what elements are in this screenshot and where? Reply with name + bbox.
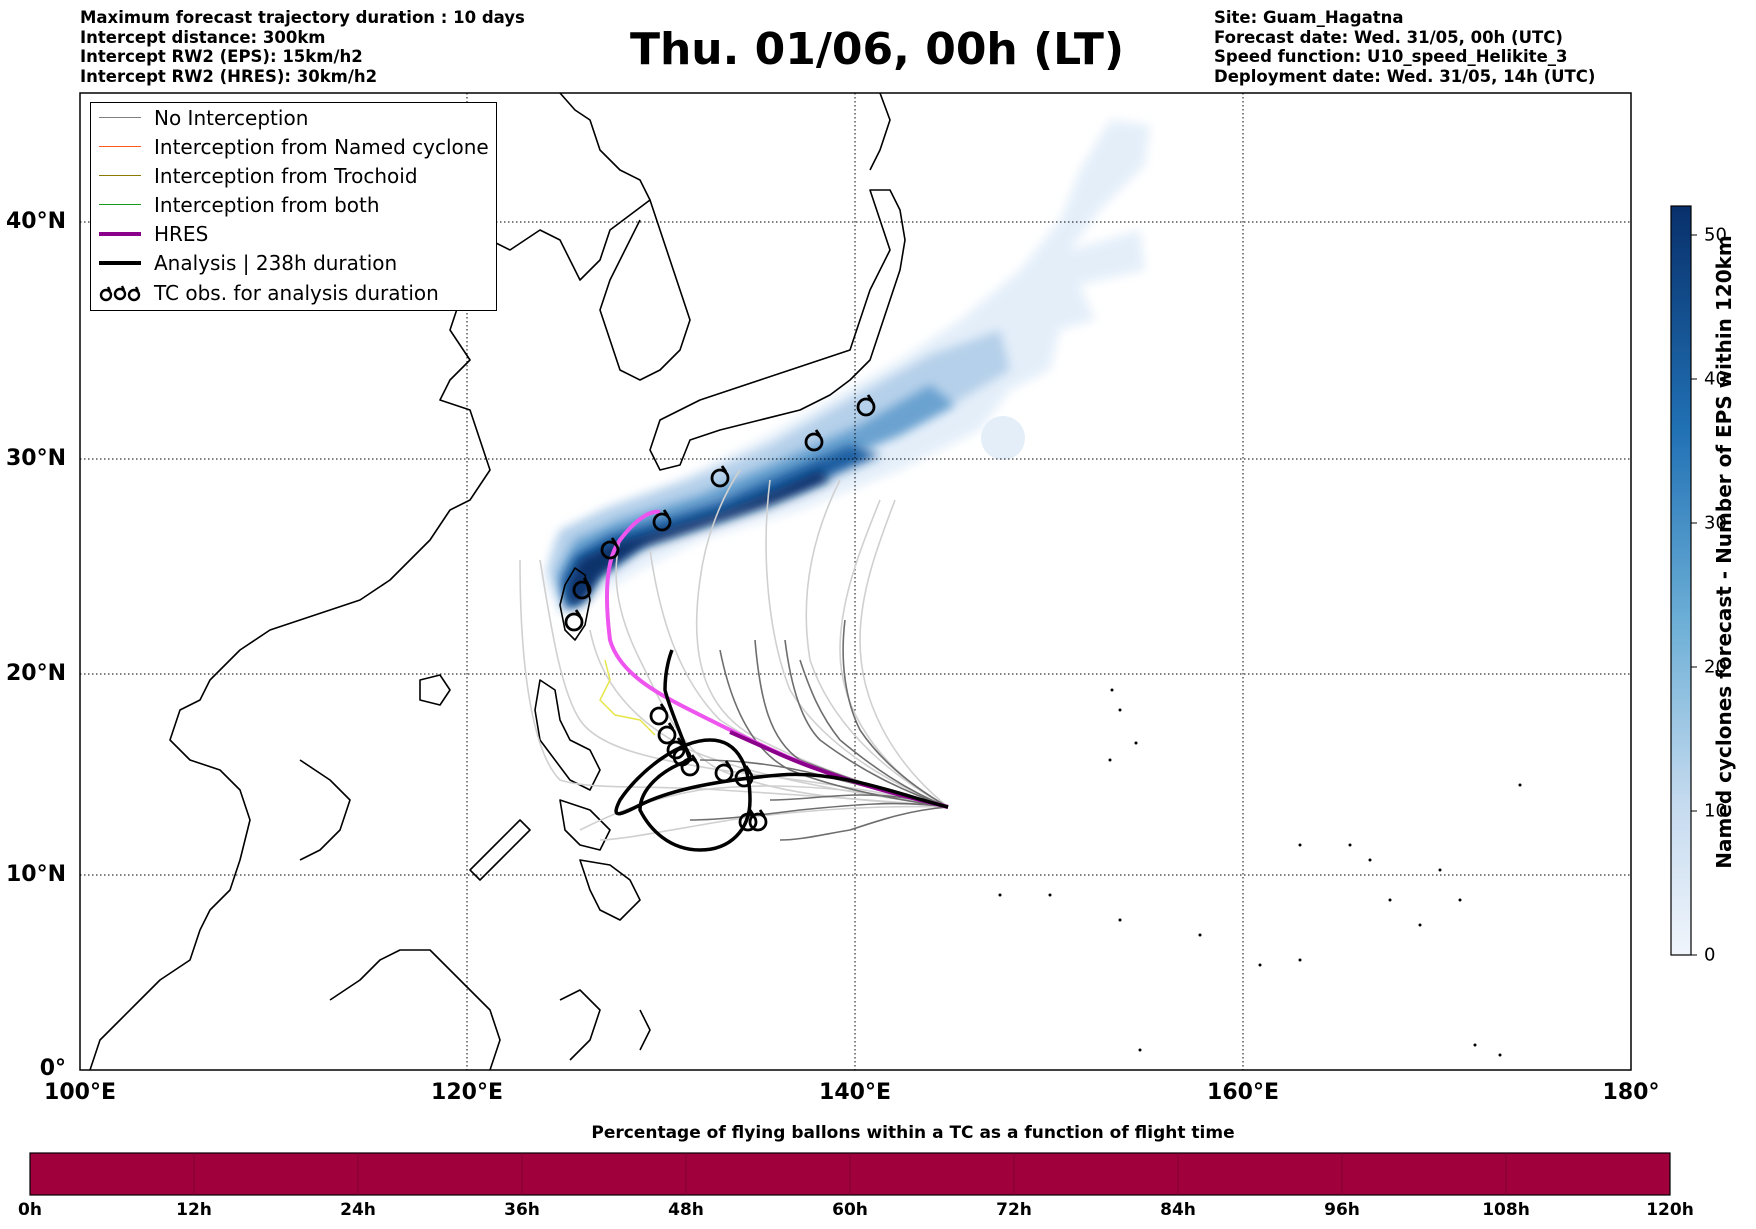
time-tick-60h: 60h <box>832 1200 868 1220</box>
legend-swatch <box>99 117 141 118</box>
cyclone-symbol-icon <box>652 509 672 532</box>
flight-time-bar-divisions <box>193 1153 1507 1195</box>
trochoid-trajectory <box>599 659 656 736</box>
time-tick-0h: 0h <box>18 1200 42 1220</box>
legend-label: Interception from both <box>154 193 380 217</box>
lat-label-30n: 30°N <box>5 446 66 471</box>
lon-label-100e: 100°E <box>44 1080 116 1105</box>
header-parameters: Maximum forecast trajectory duration : 1… <box>80 8 525 86</box>
lon-label-140e: 140°E <box>819 1080 891 1105</box>
deployment-date-text: Deployment date: Wed. 31/05, 14h (UTC) <box>1214 66 1596 86</box>
colorbar-tick-40: 40 <box>1704 368 1727 390</box>
legend-label: Interception from Trochoid <box>154 164 418 188</box>
colorbar-tick-20: 20 <box>1704 656 1727 678</box>
tc-obs-symbols <box>564 394 876 832</box>
legend-label: Analysis | 238h duration <box>154 251 398 275</box>
gridlines <box>80 93 1631 1070</box>
cyclone-symbol-icon <box>710 465 730 488</box>
site-text: Site: Guam_Hagatna <box>1214 8 1404 27</box>
legend-label: HRES <box>154 222 209 246</box>
legend-label: TC obs. for analysis duration <box>154 281 439 305</box>
eps-colorbar-ticks <box>1691 234 1697 956</box>
legend-item-hres: HRES <box>91 221 496 247</box>
lon-label-160e: 160°E <box>1207 1080 1279 1105</box>
lat-label-20n: 20°N <box>5 661 66 686</box>
eps-colorbar <box>1670 205 1692 956</box>
time-tick-36h: 36h <box>504 1200 540 1220</box>
lat-label-0: 0° <box>39 1056 66 1081</box>
legend-swatch <box>99 146 141 147</box>
cyclone-symbol-icon <box>804 429 824 452</box>
colorbar-label: Named cyclones forecast - Number of EPS … <box>1712 235 1736 869</box>
legend-item-tc-obs: TC obs. for analysis duration <box>91 280 496 306</box>
time-tick-108h: 108h <box>1482 1200 1530 1220</box>
lat-label-10n: 10°N <box>5 862 66 887</box>
colorbar-tick-50: 50 <box>1704 224 1727 246</box>
colorbar-tick-10: 10 <box>1704 800 1727 822</box>
time-tick-84h: 84h <box>1160 1200 1196 1220</box>
cyclone-symbol-icon <box>649 703 669 726</box>
intercept-eps-text: Intercept RW2 (EPS): 15km/h2 <box>80 47 363 66</box>
page-title: Thu. 01/06, 00h (LT) <box>0 24 1755 75</box>
lon-label-120e: 120°E <box>431 1080 503 1105</box>
cyclone-symbol-icon <box>564 609 584 632</box>
cyclone-symbol-icon <box>680 754 700 777</box>
legend-swatch <box>99 261 141 265</box>
lat-label-40n: 40°N <box>5 209 66 234</box>
colorbar-tick-30: 30 <box>1704 512 1727 534</box>
lon-label-180: 180° <box>1602 1080 1660 1105</box>
header-site-info: Site: Guam_Hagatna Forecast date: Wed. 3… <box>1214 8 1595 86</box>
time-tick-24h: 24h <box>340 1200 376 1220</box>
cyclone-symbol-icon <box>714 760 734 783</box>
map-frame <box>79 92 1632 1071</box>
legend-swatch <box>99 175 141 176</box>
cyclone-symbol-icon <box>748 809 768 832</box>
cyclone-symbol-icon <box>657 722 677 745</box>
legend-item-analysis: Analysis | 238h duration <box>91 250 496 276</box>
legend-item-no-interception: No Interception <box>91 105 496 131</box>
cyclone-symbol-icon <box>856 394 876 417</box>
intercept-distance-text: Intercept distance: 300km <box>80 27 326 47</box>
map-legend: No Interception Interception from Named … <box>90 102 497 311</box>
eps-trajectories-light <box>519 469 949 841</box>
time-tick-72h: 72h <box>996 1200 1032 1220</box>
max-duration-text: Maximum forecast trajectory duration : 1… <box>80 8 525 27</box>
legend-swatch <box>99 232 141 236</box>
time-tick-96h: 96h <box>1324 1200 1360 1220</box>
intercept-hres-text: Intercept RW2 (HRES): 30km/h2 <box>80 66 378 86</box>
cyclone-symbol-icon <box>600 537 620 560</box>
cyclone-symbol-icon <box>734 765 754 788</box>
forecast-date-text: Forecast date: Wed. 31/05, 00h (UTC) <box>1214 27 1563 47</box>
time-tick-120h: 120h <box>1646 1200 1694 1220</box>
speed-function-text: Speed function: U10_speed_Helikite_3 <box>1214 47 1568 66</box>
legend-item-trochoid: Interception from Trochoid <box>91 163 496 189</box>
title-text: Thu. 01/06, 00h (LT) <box>629 24 1125 75</box>
time-tick-48h: 48h <box>668 1200 704 1220</box>
legend-label: Interception from Named cyclone <box>154 135 489 159</box>
cyclone-symbol-icon <box>572 577 592 600</box>
colorbar-tick-0: 0 <box>1704 944 1716 966</box>
legend-item-both: Interception from both <box>91 192 496 218</box>
coastlines <box>89 93 906 1070</box>
cyclone-symbol-icon <box>99 285 141 302</box>
eps-density-plume <box>545 120 1150 615</box>
legend-label: No Interception <box>154 106 309 130</box>
time-bar-title: Percentage of flying ballons within a TC… <box>591 1123 1235 1143</box>
legend-item-named-cyclone: Interception from Named cyclone <box>91 134 496 160</box>
pacific-islands <box>998 688 1522 1057</box>
time-tick-12h: 12h <box>176 1200 212 1220</box>
legend-swatch <box>99 204 141 205</box>
